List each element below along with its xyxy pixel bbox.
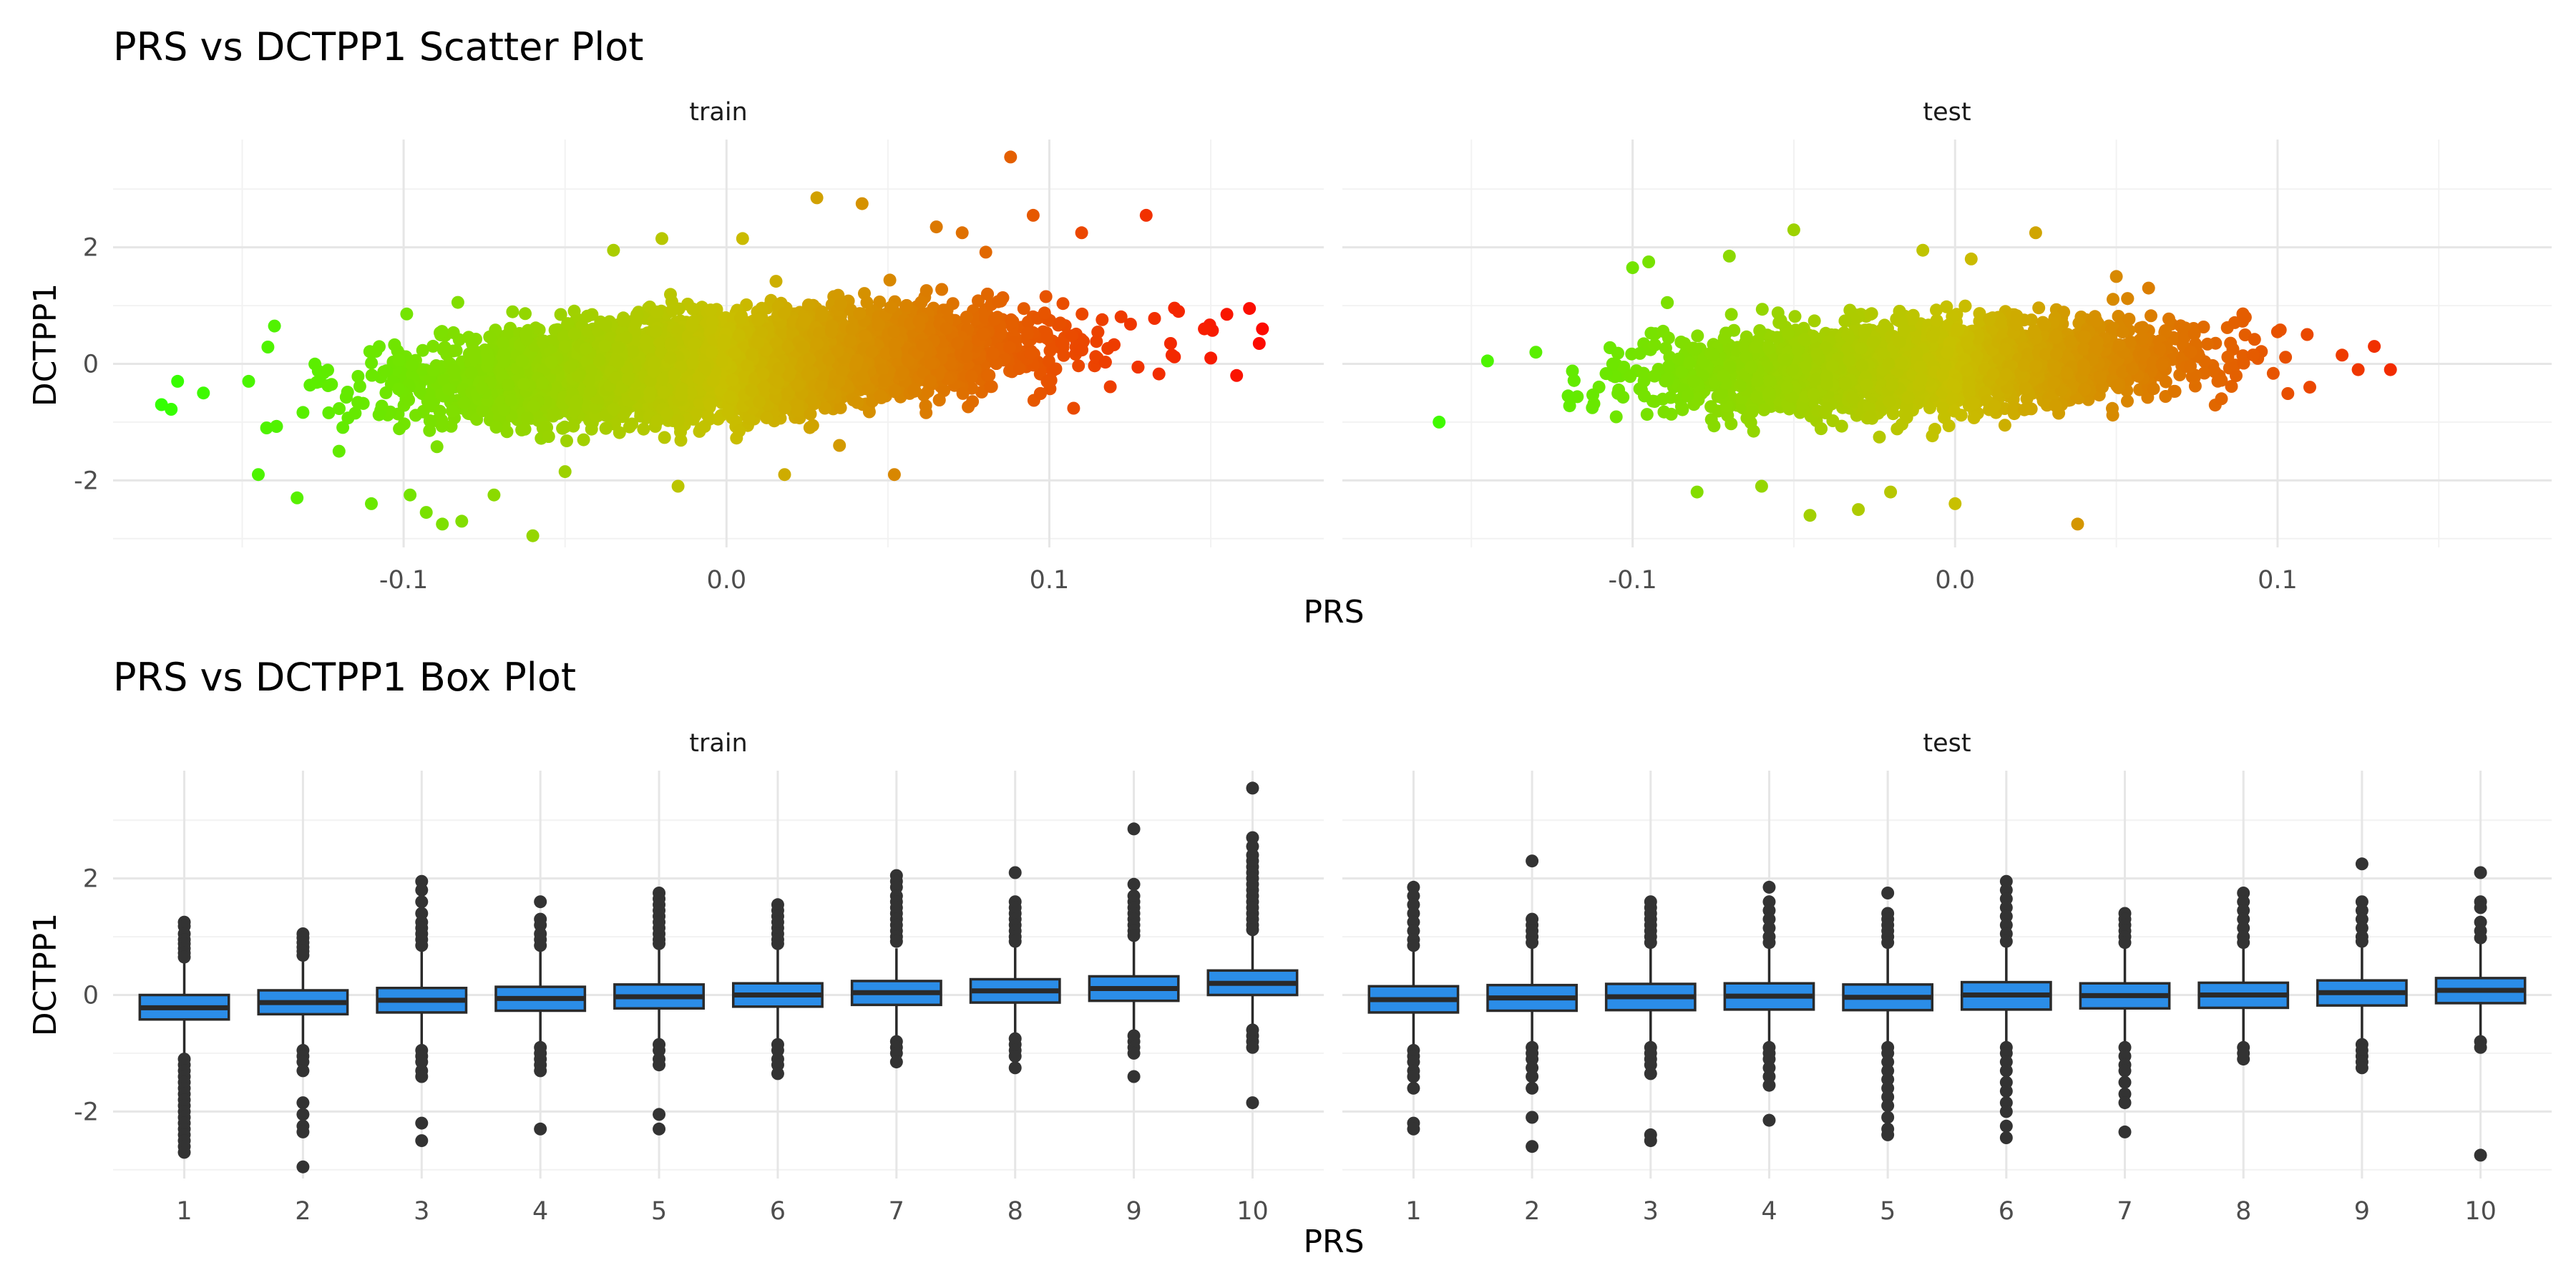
scatter-point	[400, 307, 414, 321]
scatter-point	[1163, 337, 1177, 350]
scatter-point	[1057, 348, 1070, 362]
scatter-point	[310, 376, 323, 389]
scatter-strip-test: test	[1923, 98, 1971, 127]
scatter-point	[430, 440, 444, 454]
scatter-point	[919, 284, 933, 298]
scatter-point	[351, 370, 365, 383]
scatter-point	[451, 296, 464, 309]
scatter-point	[1096, 313, 1109, 326]
scatter-point	[637, 422, 650, 436]
scatter-point	[1017, 302, 1030, 316]
scatter-point	[1103, 380, 1117, 394]
scatter-point	[296, 406, 310, 419]
scatter-point	[1148, 312, 1161, 325]
scatter-point	[353, 379, 366, 393]
scatter-point	[979, 245, 992, 259]
scatter-point	[1114, 310, 1128, 323]
scatter-point	[416, 343, 429, 357]
scatter-point	[1056, 297, 1070, 311]
scatter-point	[409, 409, 422, 422]
scatter-point	[873, 296, 887, 308]
scatter-point	[372, 408, 386, 421]
scatter-plot-title: PRS vs DCTPP1 Scatter Plot	[113, 24, 643, 69]
scatter-point	[519, 307, 532, 321]
scatter-point	[554, 308, 567, 321]
scatter-point	[560, 434, 573, 448]
scatter-point	[365, 356, 379, 370]
scatter-point	[506, 305, 519, 318]
scatter-point	[261, 341, 275, 353]
scatter-point	[935, 283, 949, 296]
scatter-point	[769, 275, 783, 288]
scatter-point	[308, 357, 322, 371]
scatter-point	[260, 421, 273, 434]
scatter-point	[1072, 359, 1085, 373]
scatter-point	[1075, 307, 1089, 321]
scatter-point	[658, 431, 671, 444]
scatter-point	[984, 380, 997, 394]
scatter-panel-train	[113, 140, 1324, 547]
scatter-point	[423, 424, 436, 437]
scatter-point	[336, 421, 350, 434]
scatter-point	[322, 406, 336, 419]
scatter-point	[883, 273, 897, 287]
scatter-point	[438, 341, 452, 354]
scatter-point	[577, 433, 590, 447]
scatter-strip-train: train	[689, 98, 747, 127]
